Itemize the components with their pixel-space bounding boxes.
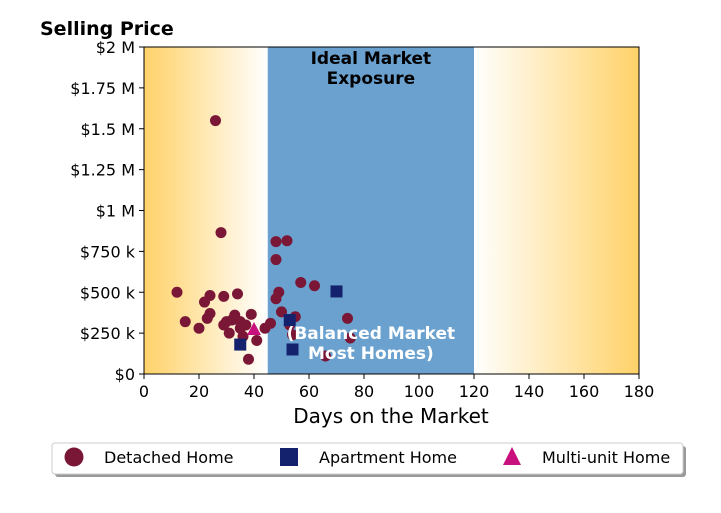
multi-unit-home-point: [247, 322, 261, 336]
legend-multi-unit-marker: [503, 447, 521, 465]
x-tick-label: 20: [189, 382, 209, 401]
band-label-top-line: Ideal Market: [311, 49, 432, 69]
band-label-bottom-line: Most Homes): [308, 344, 434, 364]
apartment-home-point: [283, 314, 296, 327]
legend-label: Apartment Home: [319, 448, 457, 467]
detached-home-point: [193, 322, 205, 334]
detached-home-point: [344, 332, 356, 344]
detached-home-point: [342, 312, 353, 324]
y-tick-label: $1.25 M: [70, 161, 135, 180]
detached-home-point: [171, 286, 183, 298]
y-tick-label: $0: [115, 365, 135, 384]
detached-home-point: [320, 350, 331, 362]
detached-home-point: [240, 319, 252, 331]
x-tick-label: 160: [569, 382, 600, 401]
detached-home-point: [215, 227, 227, 239]
detached-home-point: [204, 308, 216, 320]
x-tick-label: 100: [404, 382, 435, 401]
detached-home-point: [232, 288, 243, 300]
band-label-bottom-line: (Balanced Market: [287, 324, 456, 344]
data-points: [171, 115, 356, 365]
detached-home-point: [281, 235, 293, 247]
legend-detached-marker: [64, 447, 84, 467]
legend-label: Detached Home: [104, 448, 234, 467]
detached-home-point: [251, 334, 263, 346]
y-tick-label: $2 M: [96, 38, 135, 57]
y-tick-label: $500 k: [80, 283, 136, 302]
detached-home-point: [179, 316, 191, 328]
apartment-home-point: [286, 343, 299, 356]
legend: Detached Home Apartment Home Multi-unit Ho…: [51, 442, 686, 477]
legend-label: Multi-unit Home: [542, 448, 670, 467]
apartment-home-point: [330, 285, 343, 298]
y-tick-label: $1 M: [96, 202, 135, 221]
ideal-exposure-band: [267, 47, 474, 374]
detached-home-point: [245, 308, 257, 320]
detached-home-point: [223, 327, 235, 339]
x-tick-label: 140: [514, 382, 545, 401]
axes: 0 20 40 60 80 100 120 140 160 180 $0 $250 k $500 k $7…: [70, 38, 654, 401]
x-tick-label: 120: [459, 382, 490, 401]
detached-home-point: [204, 290, 216, 302]
right-gradient: [474, 47, 639, 374]
x-tick-label: 40: [244, 382, 264, 401]
detached-home-point: [295, 276, 307, 288]
x-tick-label: 0: [139, 382, 149, 401]
legend-apartment-marker: [280, 448, 298, 466]
apartment-home-point: [234, 338, 247, 351]
chart-title: Selling Price: [40, 18, 174, 40]
y-tick-label: $250 k: [80, 324, 136, 343]
detached-home-point: [218, 290, 230, 302]
y-tick-label: $750 k: [80, 242, 136, 261]
detached-home-point: [273, 286, 285, 298]
detached-home-point: [265, 317, 276, 329]
band-label-top-line: Exposure: [327, 69, 416, 89]
detached-home-point: [270, 236, 282, 248]
legend-box: [51, 442, 684, 475]
detached-home-point: [287, 329, 298, 341]
detached-home-point: [309, 280, 320, 292]
x-axis-label: Days on the Market: [293, 404, 489, 428]
detached-home-point: [243, 353, 254, 365]
y-tick-label: $1.75 M: [70, 79, 135, 98]
x-tick-label: 80: [354, 382, 374, 401]
detached-home-point: [210, 115, 221, 127]
detached-home-point: [270, 254, 282, 266]
y-tick-label: $1.5 M: [80, 120, 135, 139]
band-rect: [267, 47, 474, 374]
x-tick-label: 180: [624, 382, 655, 401]
x-tick-label: 60: [299, 382, 319, 401]
